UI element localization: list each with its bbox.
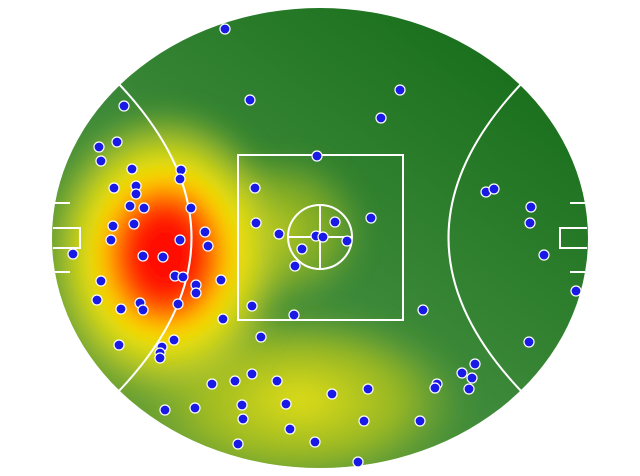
point xyxy=(271,375,283,387)
point xyxy=(118,100,130,112)
point xyxy=(538,249,550,261)
point xyxy=(296,243,308,255)
point xyxy=(417,304,429,316)
point xyxy=(246,300,258,312)
point xyxy=(177,271,189,283)
point xyxy=(174,234,186,246)
point xyxy=(126,163,138,175)
point xyxy=(95,275,107,287)
point xyxy=(105,234,117,246)
point xyxy=(130,188,142,200)
point xyxy=(414,415,426,427)
point xyxy=(255,331,267,343)
point xyxy=(113,339,125,351)
point xyxy=(206,378,218,390)
point xyxy=(199,226,211,238)
point xyxy=(219,23,231,35)
point xyxy=(111,136,123,148)
point xyxy=(249,182,261,194)
point xyxy=(229,375,241,387)
point xyxy=(280,398,292,410)
point xyxy=(570,285,582,297)
point xyxy=(309,436,321,448)
point xyxy=(317,231,329,243)
point xyxy=(168,334,180,346)
point xyxy=(217,313,229,325)
point xyxy=(362,383,374,395)
point xyxy=(244,94,256,106)
point xyxy=(466,372,478,384)
point xyxy=(202,240,214,252)
point xyxy=(124,200,136,212)
point xyxy=(273,228,285,240)
point xyxy=(463,383,475,395)
point xyxy=(246,368,258,380)
point xyxy=(174,173,186,185)
point xyxy=(341,235,353,247)
point xyxy=(154,352,166,364)
point xyxy=(525,201,537,213)
point xyxy=(137,250,149,262)
point xyxy=(172,298,184,310)
point xyxy=(189,402,201,414)
point xyxy=(215,274,227,286)
point xyxy=(250,217,262,229)
point xyxy=(352,456,364,468)
point xyxy=(159,404,171,416)
point xyxy=(456,367,468,379)
point xyxy=(95,155,107,167)
point xyxy=(128,218,140,230)
point xyxy=(524,217,536,229)
point xyxy=(190,287,202,299)
point xyxy=(236,399,248,411)
point xyxy=(394,84,406,96)
point xyxy=(185,202,197,214)
point xyxy=(375,112,387,124)
point xyxy=(67,248,79,260)
point xyxy=(137,304,149,316)
point xyxy=(289,260,301,272)
point xyxy=(488,183,500,195)
point xyxy=(115,303,127,315)
point xyxy=(311,150,323,162)
point xyxy=(157,251,169,263)
point xyxy=(288,309,300,321)
point xyxy=(429,382,441,394)
point xyxy=(284,423,296,435)
point xyxy=(138,202,150,214)
point xyxy=(93,141,105,153)
point xyxy=(358,415,370,427)
point xyxy=(91,294,103,306)
point xyxy=(469,358,481,370)
point xyxy=(108,182,120,194)
point xyxy=(232,438,244,450)
point xyxy=(329,216,341,228)
point xyxy=(326,388,338,400)
point xyxy=(107,220,119,232)
point xyxy=(365,212,377,224)
point xyxy=(523,336,535,348)
point xyxy=(237,413,249,425)
